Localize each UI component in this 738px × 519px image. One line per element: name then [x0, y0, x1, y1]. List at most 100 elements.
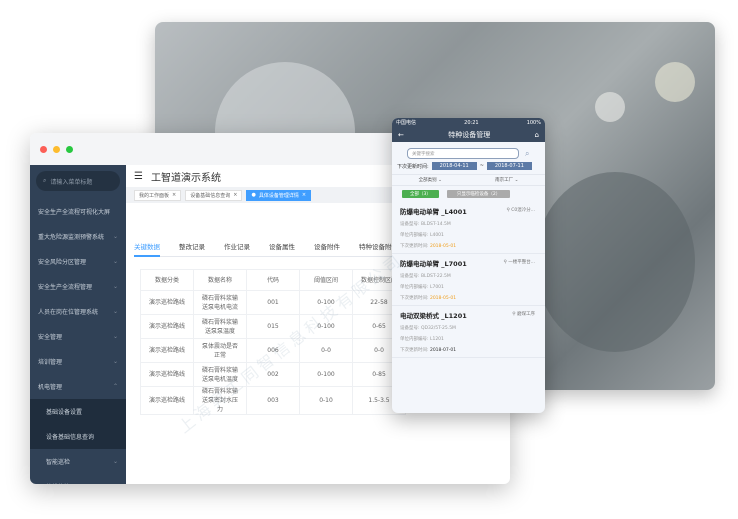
- location: ⚲ 磨煤工序: [512, 311, 535, 317]
- table-cell: 泵体震动是否正常: [193, 338, 247, 363]
- minimize-dot[interactable]: [53, 145, 60, 153]
- sidebar-item[interactable]: 人员在岗在位管理系统 ⌄: [30, 299, 126, 324]
- table-cell: 演示巡检路线: [140, 362, 194, 387]
- column-header: 数据分类: [140, 269, 194, 291]
- factory-filter[interactable]: 南京工厂 ⌄: [495, 178, 519, 183]
- close-icon[interactable]: ×: [172, 192, 177, 198]
- search-icon: ⌕: [43, 177, 47, 184]
- tag-label: 设备基础信息查询: [190, 192, 231, 199]
- all-button[interactable]: 全部（3）: [402, 190, 439, 198]
- location-pin-icon: ⚲: [506, 208, 510, 213]
- table-cell: 演示巡检路线: [140, 290, 194, 315]
- sidebar-item[interactable]: 安全生产全流程可视化大屏: [30, 199, 126, 224]
- nav-bar: ← 特种设备管理 ⌂: [392, 127, 545, 142]
- close-dot[interactable]: [40, 145, 47, 153]
- table-row: 演示巡检路线 磷石膏料浆输送泵密封水压力 003 0-10 1.5-3.5: [140, 386, 406, 415]
- equipment-card[interactable]: 电动双梁桥式 _L1201 ⚲ 磨煤工序 设备型号: QD32/5T-25.5M 单位…: [392, 306, 545, 358]
- search-placeholder: 关键字搜索: [412, 151, 435, 157]
- phone-mockup: 中国电信 20:21 100% ← 特种设备管理 ⌂ 关键字搜索 ⌕ 下次更新时间: 201…: [392, 118, 545, 413]
- sidebar-item[interactable]: 安全生产全流程管理 ⌄: [30, 274, 126, 299]
- sidebar-item[interactable]: 培训管理 ⌄: [30, 349, 126, 374]
- code-label: 单位内部编号:: [400, 337, 429, 342]
- search-placeholder: 请输入菜单标题: [50, 178, 93, 186]
- status-bar: 中国电信 20:21 100%: [392, 118, 545, 127]
- tab[interactable]: 设备附件: [314, 243, 340, 251]
- tag[interactable]: 我的工作面板 ×: [134, 189, 182, 201]
- sidebar-item[interactable]: 安全管理 ⌄: [30, 324, 126, 349]
- table-cell: 磷石膏料浆输送泵电机温度: [193, 362, 247, 387]
- sidebar-subitem[interactable]: 基础设备设置: [30, 399, 126, 424]
- table-cell: 演示巡检路线: [140, 386, 194, 415]
- sidebar-item[interactable]: 重大危险源监测预警系统 ⌄: [30, 224, 126, 249]
- location-label: 一楼平整台...: [508, 260, 535, 265]
- model-label: 设备型号:: [400, 222, 420, 227]
- sidebar-subitem[interactable]: 检维修管理 ⌄: [30, 474, 126, 484]
- maximize-dot[interactable]: [66, 145, 73, 153]
- equipment-card[interactable]: 防爆电动单臂 _L7001 ⚲ 一楼平整台... 设备型号: BLDST-22.5M…: [392, 254, 545, 306]
- chevron-icon: ⌄: [112, 358, 118, 365]
- data-table: 数据分类 数据名称 代码 阈值区间 数据控制区间 演示巡检路线 磷石膏料浆输送泵电机电流 00…: [140, 269, 406, 415]
- sidebar-item-label: 机电管理: [38, 384, 63, 391]
- sidebar-item-label: 安全管理: [38, 334, 63, 341]
- location-label: C0混冷分...: [511, 208, 535, 213]
- search-icon[interactable]: ⌕: [525, 148, 530, 158]
- model-label: 设备型号:: [400, 326, 420, 331]
- table-cell: 0-100: [299, 362, 353, 387]
- chevron-icon: ⌄: [112, 308, 118, 315]
- sidebar-item[interactable]: 机电管理 ⌃: [30, 374, 126, 399]
- close-icon[interactable]: ×: [301, 192, 307, 198]
- type-filter[interactable]: 全部类别 ⌄: [418, 178, 442, 183]
- model-value: BLDST-22.5M: [420, 274, 451, 279]
- column-header: 代码: [246, 269, 300, 291]
- sidebar-subitem-label: 检维修管理: [46, 482, 76, 484]
- chevron-icon: ⌄: [112, 233, 118, 240]
- tab[interactable]: 整改记录: [179, 243, 205, 251]
- tag[interactable]: ● 具体设备管理详情 ×: [246, 189, 312, 201]
- type-filter-label: 全部类别: [418, 178, 437, 183]
- chevron-icon: ⌄: [112, 283, 118, 290]
- tab[interactable]: 作业记录: [224, 243, 250, 251]
- table-cell: 磷石膏料浆输送泵电机电流: [193, 290, 247, 315]
- sidebar-subitem[interactable]: 智能巡检 ⌄: [30, 449, 126, 474]
- sidebar-subitem-label: 基础设备设置: [46, 409, 83, 416]
- code-value: L1201: [429, 337, 444, 342]
- tab[interactable]: 设备属性: [269, 243, 295, 251]
- factory-filter-label: 南京工厂: [495, 178, 514, 183]
- main-content: ☰ 工智道演示系统 我的工作面板 × 设备基础信息查询 × ● 具体设备管理详情 × 关键数据…: [126, 165, 510, 484]
- home-icon[interactable]: ⌂: [534, 130, 539, 139]
- overdue-only-button[interactable]: 只显示临检设备（2）: [446, 190, 511, 198]
- back-icon[interactable]: ←: [398, 130, 404, 139]
- menu-toggle-icon[interactable]: ☰: [134, 170, 143, 182]
- date-label: 下次更新时间:: [400, 244, 429, 249]
- model-value: QD32/5T-25.5M: [420, 326, 456, 331]
- sidebar-subitem[interactable]: 设备基础信息查询: [30, 424, 126, 449]
- column-header: 数据名称: [193, 269, 247, 291]
- date-to[interactable]: 2018-07-11: [486, 162, 532, 170]
- tab[interactable]: 关键数据: [134, 241, 160, 257]
- sidebar-item-label: 安全风险分区管理: [38, 259, 87, 266]
- table-cell: 002: [246, 362, 300, 387]
- date-label: 下次更新时间:: [400, 348, 429, 353]
- clock: 20:21: [464, 119, 479, 126]
- location-label: 磨煤工序: [517, 312, 535, 317]
- model-value: BLDST-14.5M: [420, 222, 451, 227]
- sidebar-item[interactable]: 安全风险分区管理 ⌄: [30, 249, 126, 274]
- battery: 100%: [526, 119, 541, 126]
- model-label: 设备型号:: [400, 274, 420, 279]
- keyword-search-input[interactable]: 关键字搜索: [407, 148, 519, 159]
- close-icon[interactable]: ×: [233, 192, 238, 198]
- menu-search-input[interactable]: ⌕ 请输入菜单标题: [36, 171, 120, 191]
- chevron-icon: ⌄: [112, 458, 118, 465]
- date-from[interactable]: 2018-04-11: [431, 162, 477, 170]
- equipment-card[interactable]: 防爆电动单臂 _L4001 ⚲ C0混冷分... 设备型号: BLDST-14.5M…: [392, 202, 545, 254]
- tab[interactable]: 特种设备附件: [359, 243, 398, 251]
- date-label: 下次更新时间:: [397, 163, 429, 170]
- tag[interactable]: 设备基础信息查询 ×: [185, 189, 243, 201]
- tag-label: 我的工作面板: [139, 192, 170, 199]
- card-title: 防爆电动单臂 _L4001: [400, 208, 467, 216]
- card-title: 防爆电动单臂 _L7001: [400, 260, 467, 268]
- chevron-icon: ⌄: [113, 483, 118, 484]
- location-pin-icon: ⚲: [503, 260, 507, 265]
- code-label: 单位内部编号:: [400, 285, 429, 290]
- page-title: 工智道演示系统: [150, 172, 221, 184]
